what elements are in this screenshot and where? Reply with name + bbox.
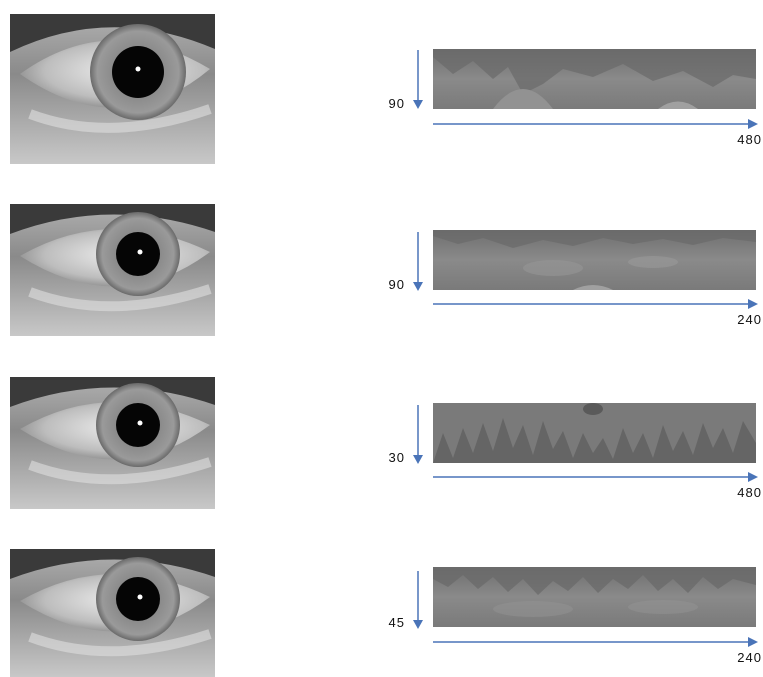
axis-arrows (413, 571, 758, 647)
row-2: 90 240 (0, 204, 763, 344)
width-label: 480 (737, 485, 762, 500)
axis-arrows (413, 405, 758, 482)
eye-image (10, 14, 215, 164)
row-1: 90 480 (0, 14, 763, 164)
width-label: 240 (737, 650, 762, 665)
height-label: 45 (388, 615, 405, 630)
normalized-iris-strip (433, 230, 756, 290)
eye-image (10, 377, 215, 509)
normalized-iris-strip (433, 49, 756, 109)
axis-arrows (413, 50, 758, 129)
height-label: 90 (388, 277, 405, 292)
axis-arrows (413, 232, 758, 309)
height-label: 30 (388, 450, 405, 465)
width-label: 240 (737, 312, 762, 327)
normalized-iris-strip (433, 567, 756, 627)
width-label: 480 (737, 132, 762, 147)
row-4: 45 240 (0, 549, 763, 677)
eye-image (10, 204, 215, 336)
row-3: 30 480 (0, 377, 763, 517)
normalized-iris-strip (433, 403, 756, 463)
eye-image (10, 549, 215, 677)
height-label: 90 (388, 96, 405, 111)
